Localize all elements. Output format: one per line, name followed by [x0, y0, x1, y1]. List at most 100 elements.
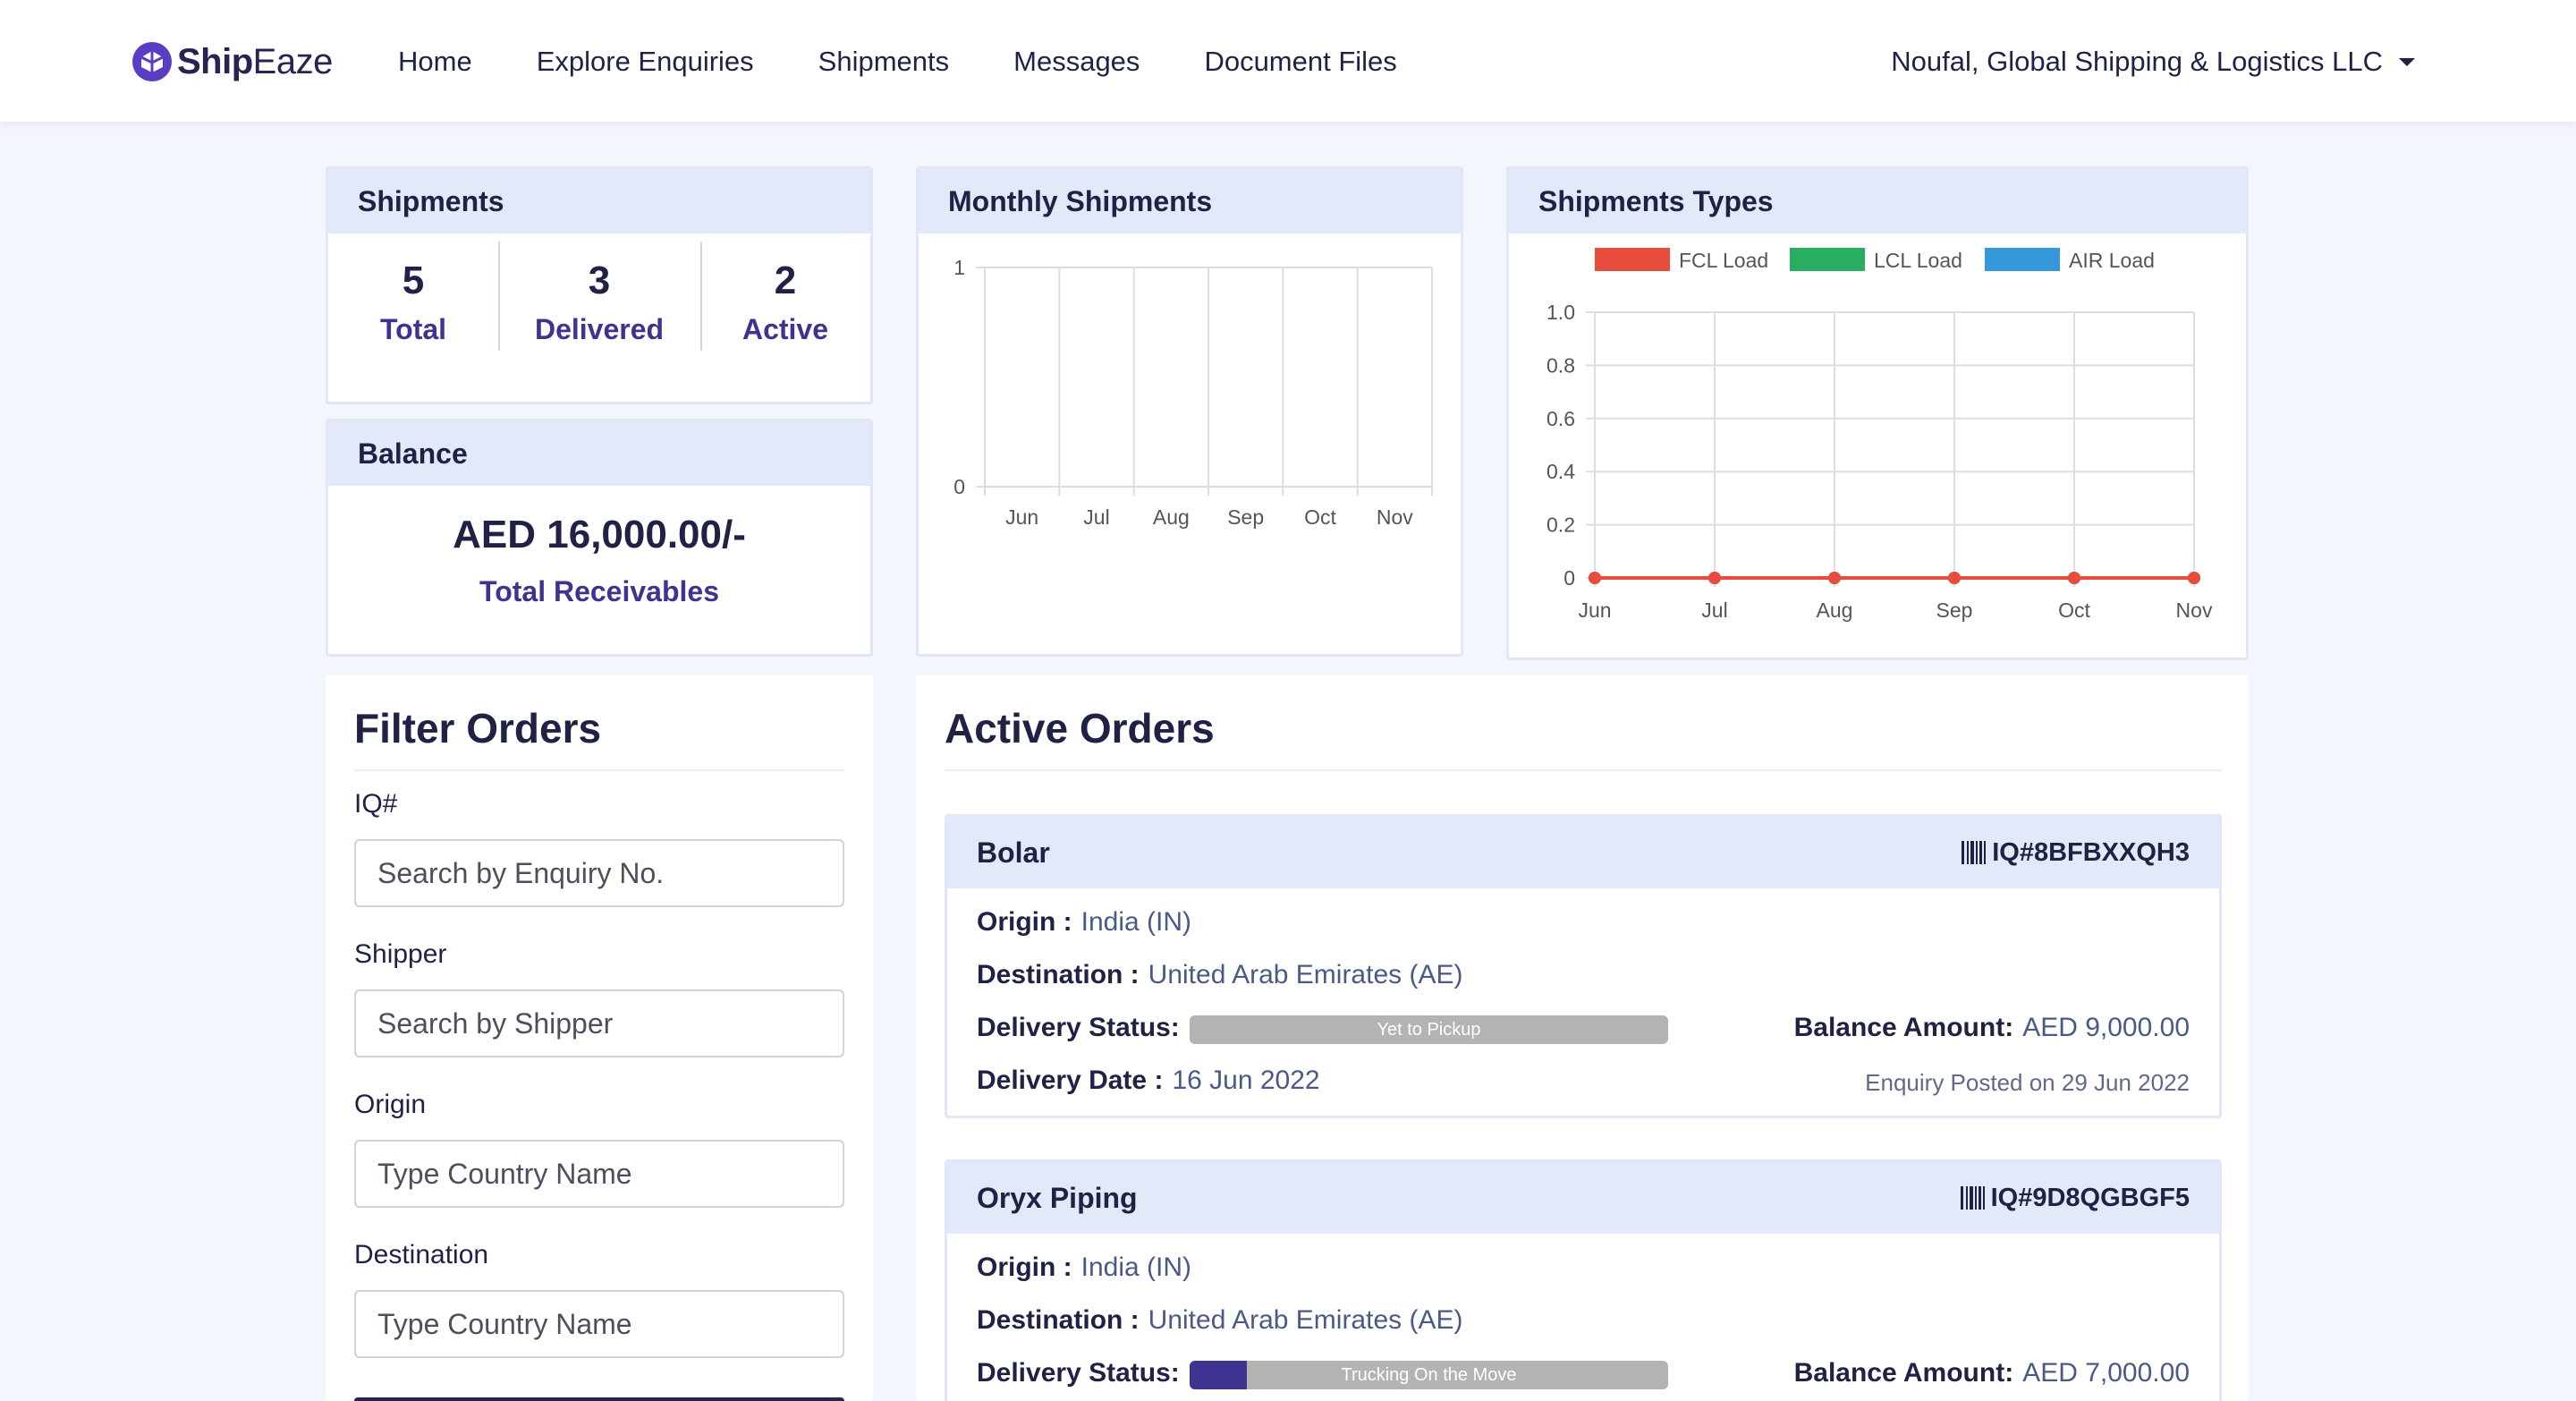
shipper-label: Shipper [354, 939, 447, 969]
stat-value: 5 [402, 258, 425, 302]
delivery-date-value: 16 Jun 2022 [1172, 1066, 1320, 1095]
destination-label: Destination : [977, 1305, 1140, 1335]
origin-label: Origin [354, 1090, 427, 1119]
destination-value: United Arab Emirates (AE) [1148, 960, 1463, 989]
delivery-date-label: Delivery Date : [977, 1066, 1164, 1095]
progress-fill [1190, 1361, 1248, 1389]
delivery-status-label: Delivery Status: [977, 1358, 1180, 1388]
shipment-types-card: Shipments Types FCL Load LCL Load AIR Load… [1506, 166, 2249, 660]
order-name: Bolar [977, 836, 1050, 869]
stat-delivered: 3 Delivered [498, 241, 700, 351]
balance-label: Balance Amount: [1793, 1358, 2014, 1388]
card-title: Balance [328, 421, 870, 486]
stat-label: Total [379, 312, 447, 345]
legend-label: AIR Load [2069, 249, 2155, 272]
nav-messages[interactable]: Messages [1013, 46, 1140, 77]
stat-value: 2 [774, 258, 797, 302]
barcode-icon [1960, 1186, 1985, 1210]
destination-value: United Arab Emirates (AE) [1148, 1305, 1463, 1335]
series-point [1948, 572, 1961, 584]
order-card[interactable]: Oryx Piping IQ#9D8QGBGF5 Origin : India (… [945, 1159, 2222, 1401]
y-tick-label: 0.6 [1546, 407, 1575, 430]
brand-logo[interactable]: ShipEaze [132, 41, 333, 82]
origin-value: India (IN) [1080, 907, 1192, 937]
origin-row: Origin : India (IN) [977, 904, 1191, 940]
order-iq-number: IQ#9D8QGBGF5 [1990, 1184, 2190, 1212]
y-tick-label: 1.0 [1546, 301, 1575, 324]
divider [354, 769, 844, 771]
order-iq-number: IQ#8BFBXXQH3 [1992, 838, 2190, 867]
x-tick-label: Nov [1377, 505, 1413, 529]
destination-input[interactable] [354, 1290, 844, 1358]
nav-links: Home Explore Enquiries Shipments Message… [398, 39, 1462, 84]
iq-label: IQ# [354, 789, 398, 819]
divider [945, 769, 2222, 771]
shipment-stats: 5 Total 3 Delivered 2 Active [328, 234, 870, 368]
delivery-status-label: Delivery Status: [977, 1013, 1180, 1042]
brand-name-bold: Ship [177, 41, 253, 81]
order-iq: IQ#8BFBXXQH3 [1962, 817, 2190, 888]
card-title: Shipments Types [1509, 169, 2246, 234]
active-orders-title: Active Orders [945, 705, 1215, 751]
delivery-progress-bar: Yet to Pickup [1190, 1015, 1668, 1044]
destination-row: Destination : United Arab Emirates (AE) [977, 957, 1462, 993]
stat-label: Delivered [534, 312, 665, 345]
origin-label: Origin : [977, 1252, 1072, 1282]
account-dropdown[interactable]: Noufal, Global Shipping & Logistics LLC [1891, 39, 2415, 84]
destination-label: Destination : [977, 960, 1140, 989]
origin-row: Origin : India (IN) [977, 1250, 1191, 1286]
series-point [1708, 572, 1721, 584]
delivery-status-row: Delivery Status: [977, 1355, 1180, 1391]
balance-label: Balance Amount: [1793, 1013, 2014, 1042]
destination-label: Destination [354, 1240, 489, 1269]
origin-label: Origin : [977, 907, 1072, 937]
shipment-types-chart: FCL Load LCL Load AIR Load 0 0.2 0.4 0.6 0.8 1.0… [1546, 248, 2213, 622]
card-title: Monthly Shipments [919, 169, 1461, 234]
shipper-search-input[interactable] [354, 989, 844, 1057]
origin-value: India (IN) [1080, 1252, 1192, 1282]
stat-value: 3 [588, 258, 611, 302]
monthly-shipments-card: Monthly Shipments 0 1 Jun Jul Aug Sep Oct Nov [916, 166, 1463, 657]
delivery-status-text: Yet to Pickup [1377, 1020, 1481, 1040]
nav-home[interactable]: Home [398, 46, 472, 77]
x-tick-label: Jun [1005, 505, 1038, 529]
x-tick-label: Oct [2058, 599, 2090, 622]
y-tick-label: 0 [1563, 566, 1575, 590]
delivery-status-row: Delivery Status: [977, 1010, 1180, 1046]
x-tick-label: Jun [1578, 599, 1611, 622]
chevron-down-icon [2399, 57, 2415, 66]
enquiry-posted-date: Enquiry Posted on 29 Jun 2022 [1865, 1069, 2190, 1096]
legend-label: LCL Load [1874, 249, 1962, 272]
stat-total: 5 Total [328, 256, 498, 346]
series-point [2188, 572, 2200, 584]
filter-submit-button-edge[interactable] [354, 1397, 844, 1401]
order-iq: IQ#9D8QGBGF5 [1960, 1162, 2190, 1234]
nav-document-files[interactable]: Document Files [1204, 46, 1397, 77]
x-tick-label: Jul [1701, 599, 1727, 622]
balance-card: Balance AED 16,000.00/- Total Receivable… [326, 419, 873, 657]
y-tick-label: 1 [953, 256, 965, 279]
order-card[interactable]: Bolar IQ#8BFBXXQH3 Origin : India (IN) De… [945, 814, 2222, 1118]
legend-swatch [1790, 248, 1865, 271]
top-navbar: ShipEaze Home Explore Enquiries Shipment… [0, 0, 2576, 122]
series-point [1589, 572, 1601, 584]
y-tick-label: 0.8 [1546, 353, 1575, 377]
balance-amount: AED 16,000.00/- [453, 513, 746, 556]
nav-shipments[interactable]: Shipments [818, 46, 950, 77]
barcode-icon [1962, 841, 1987, 864]
delivery-progress-bar: Trucking On the Move [1190, 1361, 1668, 1389]
delivery-status-text: Trucking On the Move [1341, 1365, 1517, 1385]
destination-row: Destination : United Arab Emirates (AE) [977, 1303, 1462, 1338]
active-orders-panel: Active Orders Bolar IQ#8BFBXXQH3 Origin … [916, 675, 2249, 1401]
series-point [2068, 572, 2080, 584]
nav-explore-enquiries[interactable]: Explore Enquiries [536, 46, 754, 77]
y-tick-label: 0 [953, 475, 965, 498]
filter-orders-panel: Filter Orders IQ# Shipper Origin Destina… [326, 675, 873, 1401]
order-header: Oryx Piping IQ#9D8QGBGF5 [947, 1162, 2219, 1234]
y-tick-label: 0.4 [1546, 460, 1575, 483]
order-name: Oryx Piping [977, 1182, 1138, 1214]
iq-search-input[interactable] [354, 839, 844, 907]
balance-value: AED 9,000.00 [2022, 1013, 2190, 1042]
origin-input[interactable] [354, 1140, 844, 1208]
x-tick-label: Nov [2176, 599, 2213, 622]
